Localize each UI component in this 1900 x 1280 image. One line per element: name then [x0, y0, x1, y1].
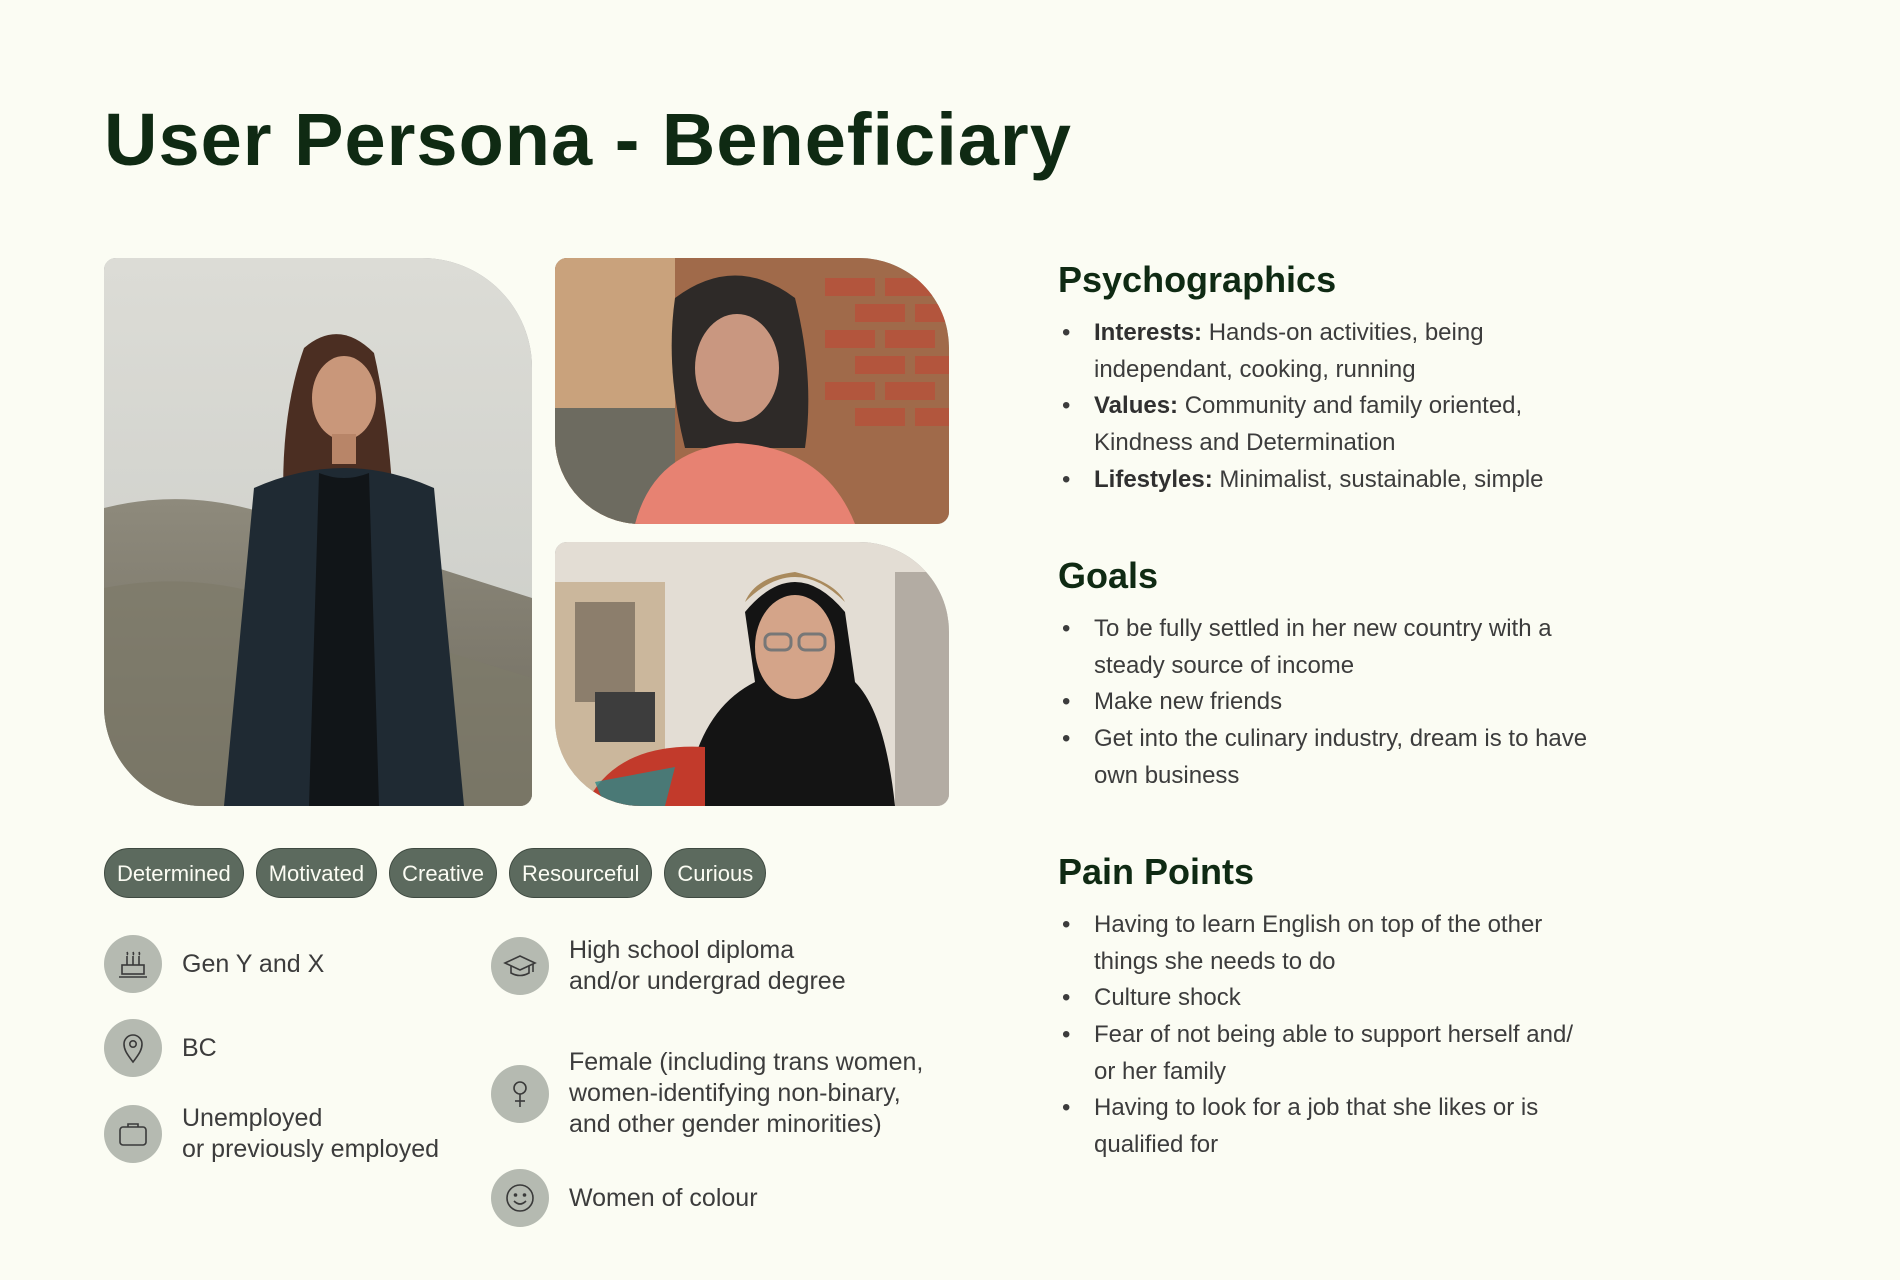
pain-3-line-1: Fear of not being able to support hersel…: [1094, 1020, 1573, 1048]
pain-points-list: Having to learn English on top of the ot…: [1058, 907, 1798, 1163]
pain-3-line-2: or her family: [1094, 1057, 1227, 1085]
fact-location-text: BC: [182, 1033, 217, 1062]
pain-points-section: Pain Points Having to learn English on t…: [1058, 850, 1798, 1163]
persona-photo-main: [104, 258, 532, 806]
fact-gender-line-1: Female (including trans women,: [569, 1048, 924, 1076]
fact-ethnicity-text: Women of colour: [569, 1183, 758, 1212]
lifestyles-text-1: Minimalist, sustainable, simple: [1219, 465, 1544, 493]
list-item: To be fully settled in her new country w…: [1062, 611, 1798, 684]
trait-tag: Resourceful: [509, 848, 653, 898]
graduation-cap-icon: [491, 937, 549, 995]
pain-4-line-1: Having to look for a job that she likes …: [1094, 1094, 1539, 1122]
trait-tag: Curious: [664, 848, 767, 898]
female-symbol-icon: [491, 1064, 549, 1123]
lifestyles-label: Lifestyles:: [1094, 465, 1213, 493]
persona-photo-bottom-right: [555, 542, 949, 806]
fact-generation: Gen Y and X: [104, 935, 324, 993]
fact-education: High school diploma and/or undergrad deg…: [491, 935, 846, 997]
values-text-2: Kindness and Determination: [1094, 428, 1396, 456]
psychographics-heading: Psychographics: [1058, 259, 1337, 300]
fact-location: BC: [104, 1019, 217, 1077]
fact-employment: Unemployed or previously employed: [104, 1103, 439, 1165]
psychographics-section: Psychographics Interests: Hands-on activ…: [1058, 258, 1798, 498]
trait-tag: Creative: [389, 848, 498, 898]
pain-1-line-2: things she needs to do: [1094, 947, 1336, 975]
goals-section: Goals To be fully settled in her new cou…: [1058, 554, 1798, 794]
list-item: Culture shock: [1062, 980, 1798, 1017]
trait-tags: Determined Motivated Creative Resourcefu…: [104, 848, 767, 898]
list-item: Make new friends: [1062, 684, 1798, 721]
pain-2-line-1: Culture shock: [1094, 984, 1241, 1012]
fact-employment-line-1: Unemployed: [182, 1104, 323, 1132]
goal-1-line-2: steady source of income: [1094, 651, 1355, 679]
goals-list: To be fully settled in her new country w…: [1058, 611, 1798, 794]
fact-employment-line-2: or previously employed: [182, 1135, 440, 1163]
list-item: Having to learn English on top of the ot…: [1062, 907, 1798, 980]
psychographics-list: Interests: Hands-on activities, being in…: [1058, 315, 1798, 498]
interests-label: Interests:: [1094, 319, 1203, 347]
goal-1-line-1: To be fully settled in her new country w…: [1094, 615, 1552, 643]
fact-ethnicity: Women of colour: [491, 1169, 758, 1227]
pain-points-heading: Pain Points: [1058, 851, 1255, 892]
location-pin-icon: [104, 1019, 162, 1077]
interests-text-1: Hands-on activities, being: [1208, 319, 1484, 347]
smiley-face-icon: [491, 1169, 549, 1227]
page-title: User Persona - Beneficiary: [104, 98, 1072, 181]
list-item: Values: Community and family oriented, K…: [1062, 388, 1798, 461]
goal-3-line-2: own business: [1094, 761, 1240, 789]
goal-2-line-1: Make new friends: [1094, 688, 1283, 716]
list-item: Having to look for a job that she likes …: [1062, 1090, 1798, 1163]
trait-tag: Determined: [104, 848, 244, 898]
fact-generation-text: Gen Y and X: [182, 949, 325, 978]
persona-photo-top-right: [555, 258, 949, 524]
fact-gender: Female (including trans women, women-ide…: [491, 1047, 923, 1140]
pain-1-line-1: Having to learn English on top of the ot…: [1094, 911, 1543, 939]
fact-education-line-1: High school diploma: [569, 936, 795, 964]
fact-gender-line-3: and other gender minorities): [569, 1110, 882, 1138]
list-item: Interests: Hands-on activities, being in…: [1062, 315, 1798, 388]
goal-3-line-1: Get into the culinary industry, dream is…: [1094, 724, 1588, 752]
values-label: Values:: [1094, 392, 1179, 420]
briefcase-icon: [104, 1105, 162, 1163]
list-item: Lifestyles: Minimalist, sustainable, sim…: [1062, 462, 1798, 499]
fact-gender-line-2: women-identifying non-binary,: [569, 1079, 901, 1107]
interests-text-2: independant, cooking, running: [1094, 355, 1416, 383]
pain-4-line-2: qualified for: [1094, 1130, 1219, 1158]
list-item: Fear of not being able to support hersel…: [1062, 1017, 1798, 1090]
fact-education-line-2: and/or undergrad degree: [569, 967, 846, 995]
values-text-1: Community and family oriented,: [1184, 392, 1523, 420]
trait-tag: Motivated: [255, 848, 378, 898]
goals-heading: Goals: [1058, 555, 1159, 596]
list-item: Get into the culinary industry, dream is…: [1062, 721, 1798, 794]
birthday-cake-icon: [104, 935, 162, 993]
